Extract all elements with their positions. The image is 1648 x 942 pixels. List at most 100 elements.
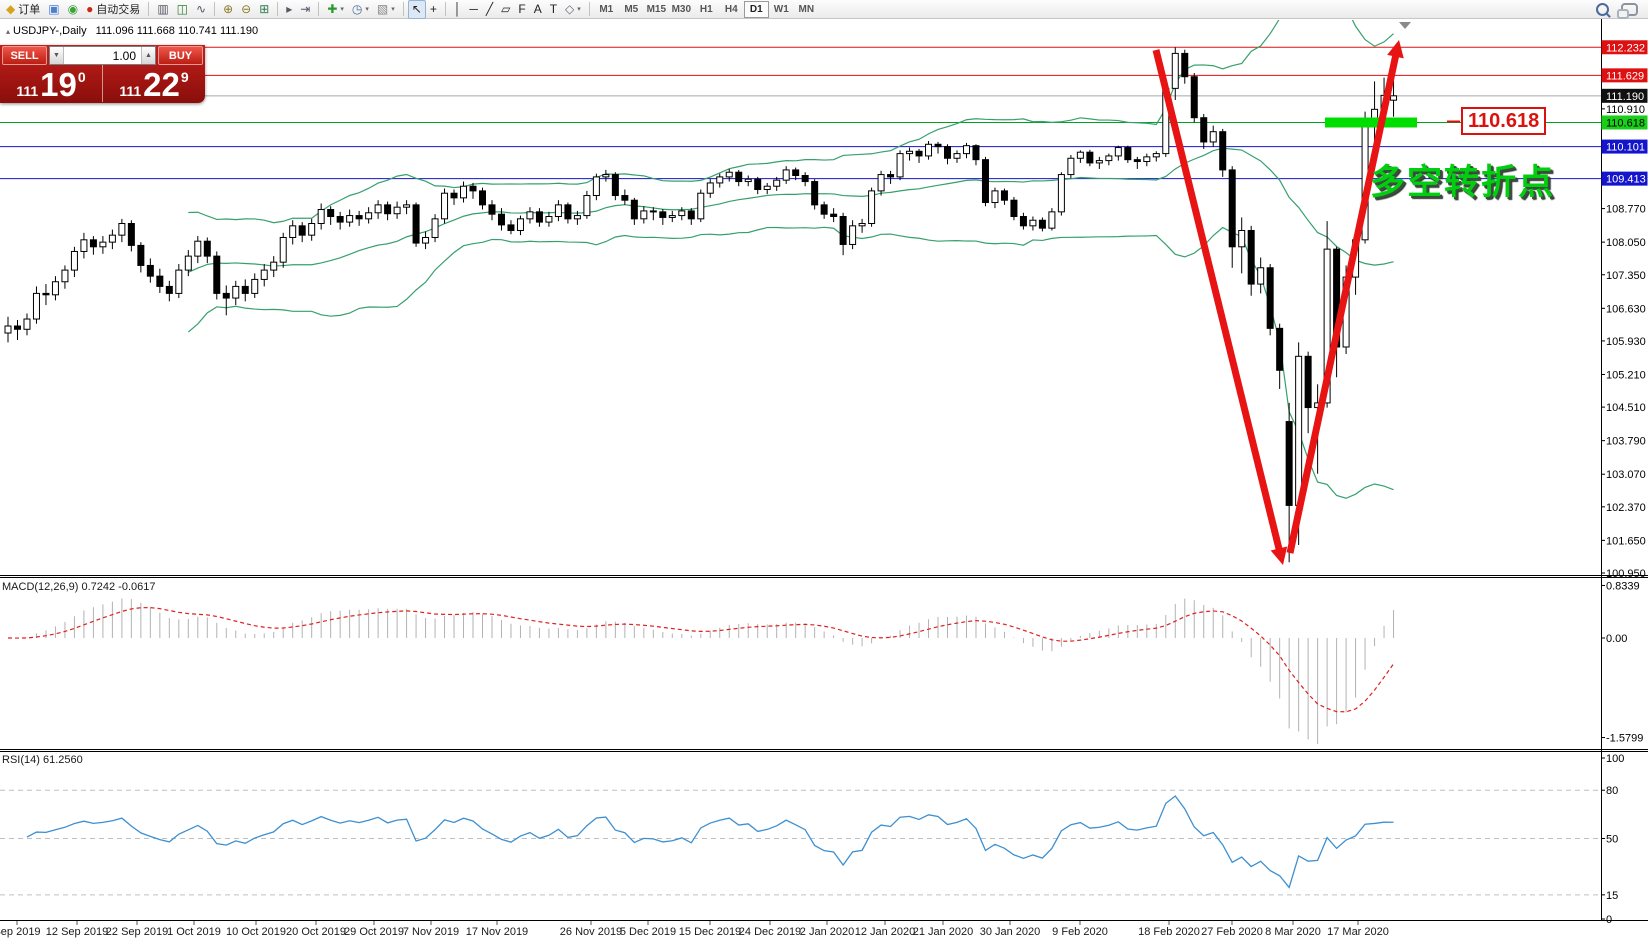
trendline-button[interactable]: ╱	[482, 0, 497, 19]
svg-text:5 Dec 2019: 5 Dec 2019	[620, 926, 676, 938]
svg-text:110.618: 110.618	[1606, 117, 1645, 129]
new-order-button[interactable]: ◆ 订单	[2, 0, 44, 19]
text-label-button[interactable]: T	[546, 0, 561, 19]
svg-text:0.8339: 0.8339	[1606, 580, 1640, 592]
tile-windows-button[interactable]: ⊞	[255, 0, 273, 19]
line-chart-button[interactable]: ∿	[192, 0, 210, 19]
svg-text:21 Jan 2020: 21 Jan 2020	[913, 926, 974, 938]
price-callout-label: 110.618	[1461, 107, 1547, 135]
crosshair-button[interactable]: +	[426, 0, 441, 19]
bar-chart-button[interactable]: ▥	[153, 0, 172, 19]
svg-text:20 Oct 2019: 20 Oct 2019	[286, 926, 346, 938]
svg-text:24 Dec 2019: 24 Dec 2019	[739, 926, 801, 938]
chevron-down-icon: ▾	[391, 6, 395, 13]
timeframe-mn[interactable]: MN	[798, 3, 815, 15]
chart-symbol-period: USDJPY-,Daily	[13, 25, 87, 37]
turning-point-annotation: 多空转折点	[1370, 163, 1556, 202]
svg-text:12 Sep 2019: 12 Sep 2019	[46, 926, 108, 938]
signals-icon: ◉	[67, 2, 79, 16]
svg-text:15: 15	[1606, 890, 1618, 902]
timeframe-h1[interactable]: H1	[699, 3, 713, 15]
svg-text:108.770: 108.770	[1606, 204, 1646, 216]
templates-button[interactable]: ▧ ▾	[373, 0, 399, 19]
timeframe-w1[interactable]: W1	[773, 3, 789, 15]
buy-button[interactable]: BUY	[158, 46, 203, 65]
timeframe-m30[interactable]: M30	[671, 3, 692, 15]
profile-icon: ▣	[48, 2, 60, 16]
one-click-trading-panel: SELL ▼ 1.00 ▲ BUY 111 19 0 111 22 9	[0, 45, 205, 103]
svg-text:0: 0	[1606, 914, 1612, 926]
buy-price-sup: 9	[180, 69, 189, 85]
text-button[interactable]: A	[530, 0, 546, 19]
svg-text:0.00: 0.00	[1606, 633, 1627, 645]
candlestick-chart-button[interactable]: ◫	[173, 0, 192, 19]
svg-text:17 Nov 2019: 17 Nov 2019	[466, 926, 528, 938]
svg-text:-1.5799: -1.5799	[1606, 733, 1643, 745]
volume-input[interactable]: 1.00	[112, 48, 136, 63]
signals-button[interactable]: ◉	[64, 0, 82, 19]
timeframe-d1[interactable]: D1	[743, 0, 769, 18]
svg-text:105.930: 105.930	[1606, 336, 1646, 348]
search-icon[interactable]	[1596, 2, 1609, 16]
horizontal-line-icon: ─	[469, 2, 478, 16]
zoom-out-button[interactable]: ⊖	[237, 0, 255, 19]
cursor-icon: ↖	[411, 2, 422, 16]
svg-text:80: 80	[1606, 785, 1618, 797]
svg-text:9 Feb 2020: 9 Feb 2020	[1052, 926, 1108, 938]
svg-text:100: 100	[1606, 753, 1624, 765]
new-order-icon: ◆	[6, 2, 16, 16]
fibonacci-button[interactable]: F	[514, 0, 529, 19]
zoom-in-icon: ⊕	[223, 2, 234, 16]
chart-title: ▴ USDJPY-,Daily 111.096 111.668 110.741 11…	[6, 25, 258, 37]
svg-text:2 Jan 2020: 2 Jan 2020	[800, 926, 854, 938]
toolbar-separator	[214, 2, 216, 16]
profile-button[interactable]: ▣	[44, 0, 63, 19]
autotrading-button-label: 自动交易	[96, 4, 141, 16]
volume-down-button[interactable]: ▼	[50, 47, 64, 64]
toolbar-separator	[444, 2, 446, 16]
tile-windows-icon: ⊞	[259, 2, 270, 16]
svg-text:50: 50	[1606, 834, 1618, 846]
timeframe-m1[interactable]: M1	[599, 3, 614, 15]
chart-shift-icon: ⇥	[300, 2, 311, 16]
auto-scroll-button[interactable]: ▸	[282, 0, 296, 19]
timeframe-m5[interactable]: M5	[624, 3, 639, 15]
svg-text:18 Feb 2020: 18 Feb 2020	[1138, 926, 1200, 938]
chevron-down-icon: ▾	[365, 6, 369, 13]
toolbar-separator	[148, 2, 150, 16]
title-marker-icon: ▴	[6, 27, 11, 36]
volume-up-button[interactable]: ▲	[141, 47, 155, 64]
channel-icon: ▱	[501, 2, 511, 16]
autotrading-button[interactable]: ● 自动交易	[82, 0, 144, 19]
periods-button[interactable]: ◷ ▾	[348, 0, 373, 19]
horizontal-line-button[interactable]: ─	[465, 0, 482, 19]
svg-text:111.629: 111.629	[1606, 70, 1644, 82]
new-order-button-label: 订单	[18, 4, 41, 16]
arrows-button[interactable]: ◇ ▾	[561, 0, 585, 19]
cursor-button[interactable]: ↖	[407, 0, 426, 19]
toolbar-separator	[277, 2, 279, 16]
macd-indicator-label: MACD(12,26,9) 0.7242 -0.0617	[2, 581, 156, 593]
auto-scroll-icon: ▸	[286, 2, 293, 16]
chart-ohlc-values: 111.096 111.668 110.741 111.190	[95, 25, 259, 37]
sell-price[interactable]: 111 19 0	[0, 65, 102, 102]
text-label-icon: T	[549, 2, 558, 16]
timeframe-h4[interactable]: H4	[724, 3, 738, 15]
indicators-icon: ✚	[327, 2, 338, 16]
buy-price-big: 22	[143, 65, 180, 103]
sell-button[interactable]: SELL	[2, 46, 47, 65]
buy-price[interactable]: 111 22 9	[102, 65, 205, 102]
indicators-button[interactable]: ✚ ▾	[323, 0, 348, 19]
svg-text:15 Dec 2019: 15 Dec 2019	[679, 926, 741, 938]
fibonacci-icon: F	[518, 2, 526, 16]
svg-text:30 Jan 2020: 30 Jan 2020	[980, 926, 1041, 938]
chat-icon[interactable]	[1617, 2, 1638, 19]
zoom-in-button[interactable]: ⊕	[219, 0, 237, 19]
timeframe-m15[interactable]: M15	[646, 3, 667, 15]
svg-text:12 Jan 2020: 12 Jan 2020	[855, 926, 916, 938]
channel-button[interactable]: ▱	[497, 0, 514, 19]
chart-shift-button[interactable]: ⇥	[296, 0, 314, 19]
volume-box: ▼ 1.00 ▲	[49, 46, 156, 65]
vertical-line-button[interactable]: │	[450, 0, 466, 19]
